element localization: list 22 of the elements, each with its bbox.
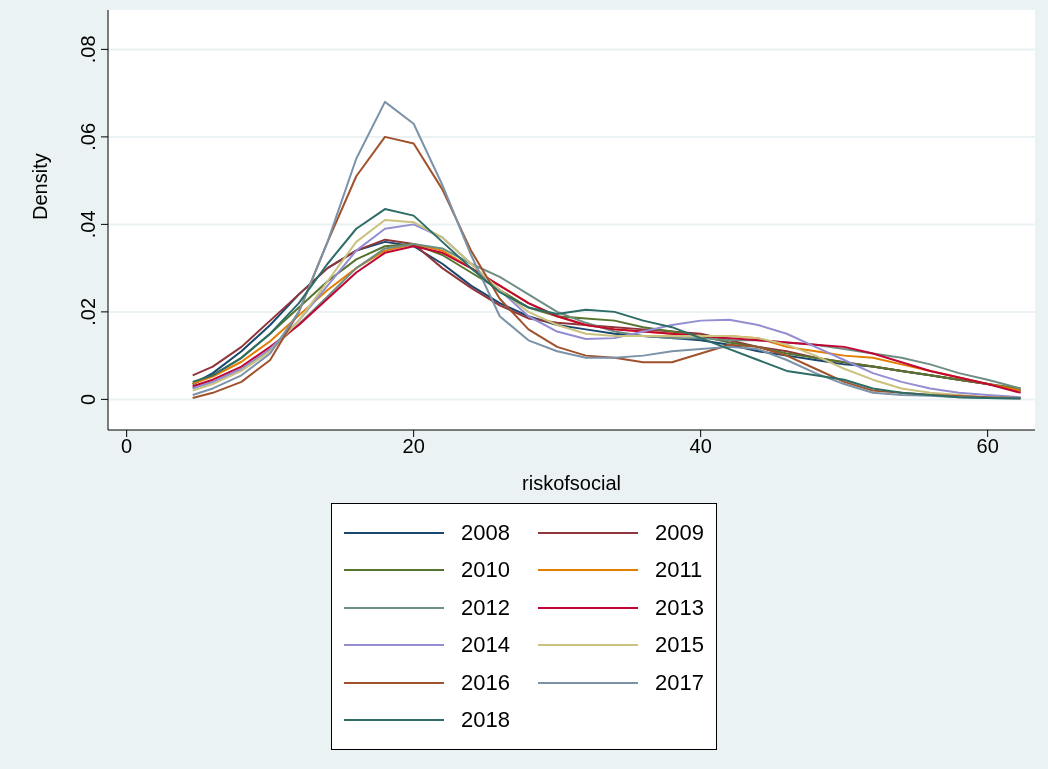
x-tick-label: 0 [121, 435, 133, 458]
y-tick-label: .04 [77, 210, 99, 239]
y-axis-title: Density [29, 153, 52, 220]
y-tick-label: 0 [77, 393, 99, 405]
legend-label: 2009 [655, 519, 704, 546]
y-tick-label: .06 [77, 122, 99, 151]
legend-label: 2018 [461, 707, 510, 734]
x-tick-label: 60 [976, 435, 999, 458]
legend-label: 2008 [461, 519, 510, 546]
legend-label: 2010 [461, 557, 510, 584]
x-tick-label: 40 [689, 435, 712, 458]
legend-label: 2015 [655, 632, 704, 659]
legend-label: 2017 [655, 669, 704, 696]
legend-label: 2011 [655, 557, 703, 584]
y-tick-label: .08 [77, 35, 99, 64]
legend-label: 2016 [461, 669, 510, 696]
y-tick-label: .02 [77, 297, 99, 326]
legend-label: 2013 [655, 594, 704, 621]
x-tick-label: 20 [402, 435, 425, 458]
legend-label: 2014 [461, 632, 510, 659]
legend-label: 2012 [461, 594, 510, 621]
x-axis-title: riskofsocial [522, 472, 621, 494]
